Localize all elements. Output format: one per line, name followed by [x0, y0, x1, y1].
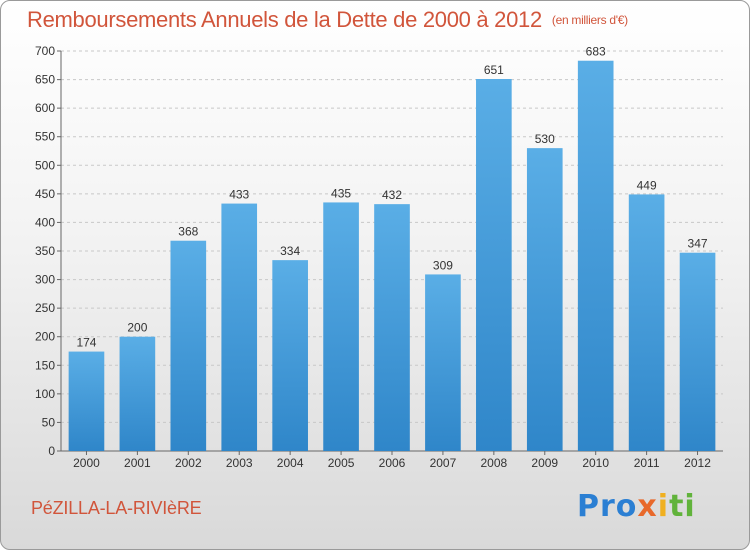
bar-2003 — [221, 203, 258, 451]
x-tick-label: 2005 — [328, 456, 355, 470]
bar-value-label: 651 — [484, 63, 504, 77]
logo-part-2: x — [637, 489, 658, 524]
bar-value-label: 347 — [688, 237, 708, 251]
x-tick-label: 2003 — [226, 456, 253, 470]
bar-value-label: 530 — [535, 132, 555, 146]
y-tick-label: 600 — [35, 101, 55, 115]
bar-2007 — [425, 274, 461, 451]
x-tick-label: 2011 — [634, 456, 660, 470]
x-tick-label: 2000 — [73, 456, 100, 470]
y-tick-label: 500 — [35, 158, 55, 172]
y-tick-label: 50 — [42, 415, 56, 429]
bar-value-label: 683 — [586, 45, 606, 59]
bar-value-label: 174 — [76, 336, 96, 350]
x-tick-label: 2010 — [582, 456, 609, 470]
x-tick-label: 2007 — [430, 456, 457, 470]
x-tick-label: 2001 — [124, 456, 151, 470]
bar-2010 — [577, 60, 614, 451]
y-tick-label: 300 — [35, 273, 55, 287]
bar-value-label: 449 — [637, 178, 657, 192]
bar-value-label: 309 — [433, 258, 453, 272]
bar-value-label: 334 — [280, 244, 300, 258]
y-tick-label: 650 — [35, 73, 55, 87]
x-tick-label: 2006 — [379, 456, 406, 470]
bar-2008 — [476, 79, 512, 451]
y-tick-label: 250 — [35, 301, 55, 315]
bar-2012 — [679, 252, 716, 451]
x-tick-label: 2004 — [277, 456, 304, 470]
chart-title: Remboursements Annuels de la Dette de 20… — [27, 7, 628, 33]
y-tick-label: 0 — [48, 444, 55, 458]
bar-value-label: 435 — [331, 186, 351, 200]
x-tick-label: 2002 — [175, 456, 202, 470]
chart-title-text: Remboursements Annuels de la Dette de 20… — [27, 7, 542, 32]
y-tick-label: 100 — [35, 387, 55, 401]
y-tick-label: 150 — [35, 358, 55, 372]
proxiti-logo: Proxiti — [577, 489, 696, 524]
logo-part-4: ti — [669, 489, 696, 524]
bar-2004 — [272, 260, 308, 451]
x-tick-label: 2012 — [684, 456, 711, 470]
logo-part-3: i — [657, 489, 670, 524]
y-tick-label: 400 — [35, 215, 55, 229]
bar-2009 — [526, 148, 563, 451]
y-tick-label: 350 — [35, 244, 55, 258]
bar-2001 — [119, 336, 156, 451]
bar-2011 — [628, 194, 665, 451]
bar-value-label: 432 — [382, 188, 402, 202]
y-tick-label: 550 — [35, 130, 55, 144]
bar-value-label: 368 — [178, 225, 198, 239]
bar-value-label: 433 — [229, 188, 249, 202]
bar-2000 — [68, 351, 105, 451]
bar-2006 — [374, 204, 410, 451]
y-tick-label: 200 — [35, 330, 55, 344]
x-tick-label: 2009 — [531, 456, 558, 470]
y-tick-label: 450 — [35, 187, 55, 201]
logo-part-1: Pro — [577, 489, 638, 524]
bar-2005 — [323, 202, 359, 451]
town-name: PéZILLA-LA-RIVIèRE — [31, 498, 202, 518]
x-tick-label: 2008 — [480, 456, 507, 470]
bar-value-label: 200 — [127, 321, 147, 335]
bar-2002 — [170, 240, 207, 451]
y-tick-label: 700 — [35, 44, 55, 58]
chart-unit: (en milliers d'€) — [551, 13, 628, 27]
